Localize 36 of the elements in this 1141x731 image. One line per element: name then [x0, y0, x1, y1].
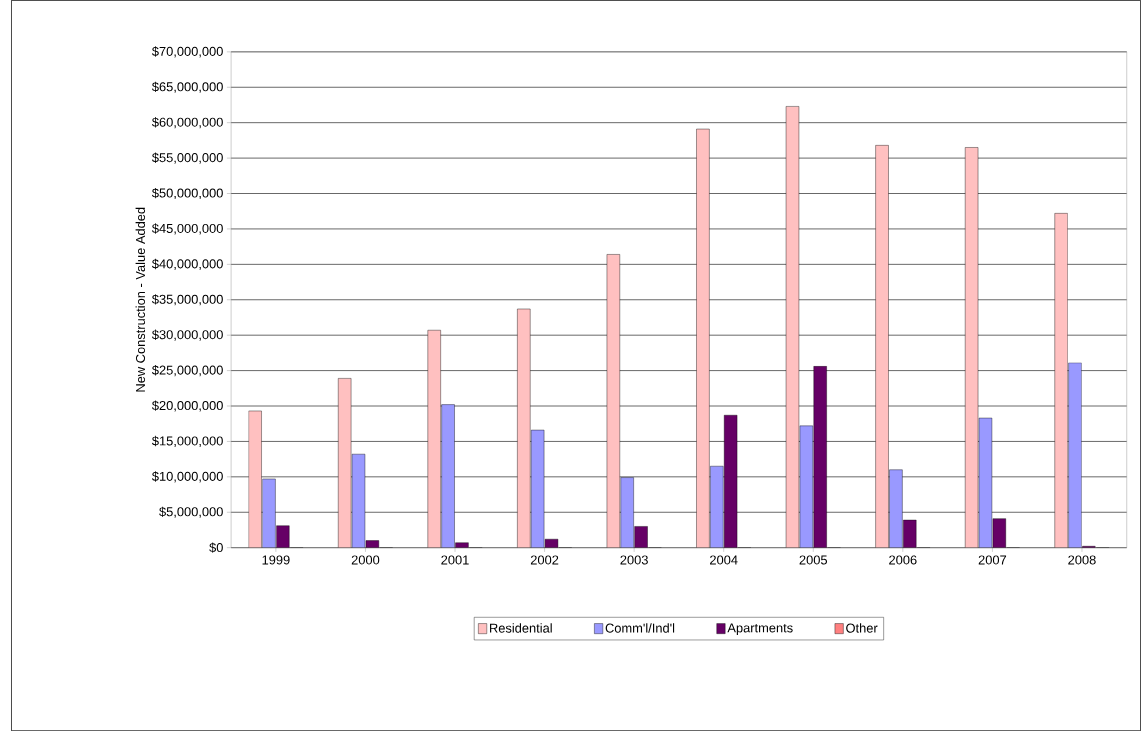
bar	[248, 410, 262, 548]
y-tick-label: $10,000,000	[151, 471, 223, 483]
x-tick-label: 2007	[978, 555, 1007, 565]
y-tick-label: $70,000,000	[151, 46, 223, 58]
y-tick-label: $45,000,000	[151, 223, 223, 235]
y-tick-label: $25,000,000	[151, 364, 223, 377]
y-tick-label: $40,000,000	[151, 258, 223, 270]
x-tick-label: 2005	[799, 555, 828, 565]
x-tick-label: 2008	[1068, 555, 1096, 565]
y-tick-label: $65,000,000	[151, 81, 223, 93]
bar	[696, 128, 710, 548]
y-tick-label: $50,000,000	[151, 187, 223, 200]
legend-label: Other	[846, 623, 878, 633]
y-tick-label: $5,000,000	[159, 506, 223, 518]
x-tick-label: 2001	[441, 555, 469, 565]
legend-label: Comm'l/Ind'l	[605, 623, 675, 633]
x-tick-label: 2000	[351, 555, 380, 565]
y-tick-label: $20,000,000	[151, 400, 223, 412]
y-axis-title: New Construction - Value Added	[135, 207, 146, 392]
y-tick-label: $30,000,000	[151, 329, 223, 341]
bar	[1054, 213, 1068, 548]
x-tick-label: 2006	[889, 555, 917, 565]
legend-label: Residential	[490, 623, 552, 633]
y-tick-label: $0	[209, 542, 223, 553]
legend-label: Apartments	[727, 623, 793, 635]
y-tick-label: $60,000,000	[151, 117, 223, 129]
y-tick-label: $15,000,000	[151, 435, 223, 447]
x-tick-label: 1999	[262, 555, 290, 565]
bar	[875, 145, 889, 548]
bar	[517, 308, 531, 548]
y-tick-label: $35,000,000	[151, 294, 223, 306]
x-tick-label: 2002	[530, 555, 559, 565]
x-tick-label: 2003	[620, 555, 648, 565]
bar	[427, 329, 441, 548]
x-tick-label: 2004	[710, 555, 738, 565]
y-tick-label: $55,000,000	[151, 152, 223, 164]
